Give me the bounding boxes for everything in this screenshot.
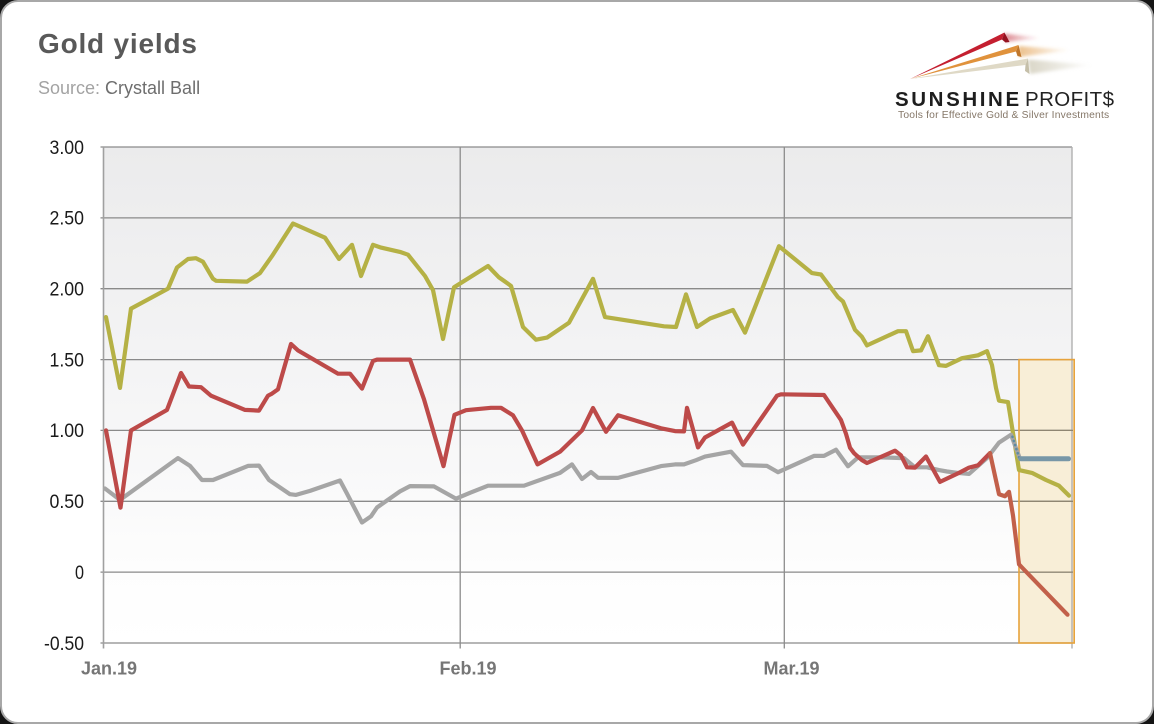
svg-text:1.00: 1.00 [50, 421, 85, 442]
svg-text:Jan.19: Jan.19 [81, 659, 137, 679]
svg-text:Tools for Effective Gold & Sil: Tools for Effective Gold & Silver Invest… [898, 110, 1109, 121]
svg-text:PROFIT$: PROFIT$ [1025, 88, 1115, 111]
svg-text:1.50: 1.50 [50, 350, 85, 371]
svg-text:2.00: 2.00 [50, 280, 85, 301]
svg-text:Mar.19: Mar.19 [763, 659, 819, 679]
svg-text:2.50: 2.50 [50, 209, 85, 230]
svg-text:0: 0 [75, 563, 84, 584]
svg-text:3.00: 3.00 [50, 138, 85, 159]
svg-text:-0.50: -0.50 [44, 634, 84, 655]
svg-text:SUNSHINE: SUNSHINE [895, 88, 1022, 111]
svg-text:Feb.19: Feb.19 [439, 659, 496, 679]
svg-text:0.50: 0.50 [50, 492, 85, 513]
